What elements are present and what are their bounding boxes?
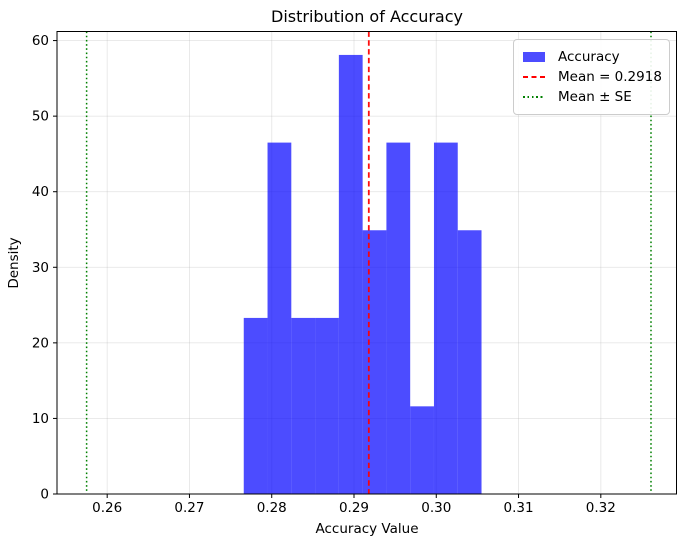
histogram-bar [410, 406, 434, 494]
histogram-bar [457, 230, 482, 494]
x-tick-label: 0.27 [174, 500, 204, 516]
se-dotted-line-swatch [523, 96, 545, 98]
histogram-bar [315, 317, 339, 494]
accuracy-patch-swatch [523, 52, 545, 62]
y-tick-label: 20 [32, 335, 49, 351]
mean-dashed-line-swatch [523, 76, 545, 78]
y-tick-label: 40 [32, 184, 49, 200]
histogram-bar [267, 142, 292, 494]
histogram-bar [386, 142, 411, 494]
histogram-bar [291, 317, 316, 494]
histogram-bar [362, 230, 387, 494]
x-tick-label: 0.30 [421, 500, 451, 516]
y-tick-label: 60 [32, 33, 49, 49]
histogram-bar [243, 317, 268, 494]
x-axis-label: Accuracy Value [315, 521, 419, 537]
y-tick-label: 0 [40, 487, 49, 503]
x-tick-label: 0.31 [504, 500, 534, 516]
axes-frame [56, 31, 677, 495]
legend-entry-mean: Mean = 0.2918 [523, 68, 662, 86]
x-tick-label: 0.26 [92, 500, 122, 516]
legend-label-accuracy: Accuracy [558, 49, 620, 65]
histogram-bar [338, 54, 363, 495]
legend: Accuracy Mean = 0.2918 Mean ± SE [513, 39, 670, 115]
x-tick-label: 0.28 [257, 500, 287, 516]
y-tick-label: 50 [32, 109, 49, 125]
y-axis-label: Density [6, 237, 22, 289]
histogram-bar [433, 142, 458, 494]
legend-label-mean: Mean = 0.2918 [558, 69, 662, 85]
chart-title: Distribution of Accuracy [271, 7, 463, 26]
x-tick-label: 0.32 [586, 500, 616, 516]
y-tick-label: 10 [32, 411, 49, 427]
x-tick-label: 0.29 [339, 500, 369, 516]
y-tick-label: 30 [32, 260, 49, 276]
legend-label-se: Mean ± SE [558, 89, 632, 105]
legend-entry-accuracy: Accuracy [523, 48, 661, 66]
legend-entry-se: Mean ± SE [523, 88, 661, 106]
